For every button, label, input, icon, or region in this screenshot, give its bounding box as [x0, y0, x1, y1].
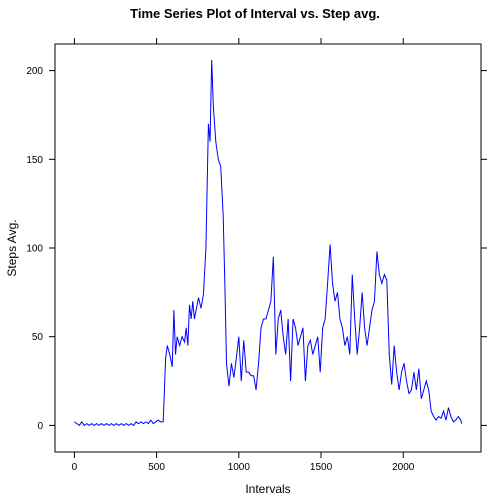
y-tick-label: 150	[26, 155, 43, 166]
x-tick-label: 500	[148, 462, 165, 473]
series-line-0	[74, 59, 463, 427]
y-tick-label: 50	[32, 332, 44, 343]
x-axis-label: Intervals	[245, 482, 290, 496]
x-tick-label: 1000	[228, 462, 251, 473]
y-tick-label: 200	[26, 66, 43, 77]
x-axis: 0 500 1000 1500 2000	[72, 38, 415, 473]
y-tick-label: 100	[26, 244, 43, 255]
y-tick-label: 0	[37, 421, 43, 432]
plot-frame	[54, 43, 482, 453]
x-tick-label: 0	[72, 462, 78, 473]
series-layer	[74, 59, 463, 427]
y-axis-label: Steps Avg.	[5, 219, 19, 276]
x-tick-label: 2000	[392, 462, 415, 473]
x-tick-label: 1500	[310, 462, 333, 473]
chart-title: Time Series Plot of Interval vs. Step av…	[130, 6, 380, 21]
y-axis: 0 50 100 150 200	[26, 66, 487, 432]
